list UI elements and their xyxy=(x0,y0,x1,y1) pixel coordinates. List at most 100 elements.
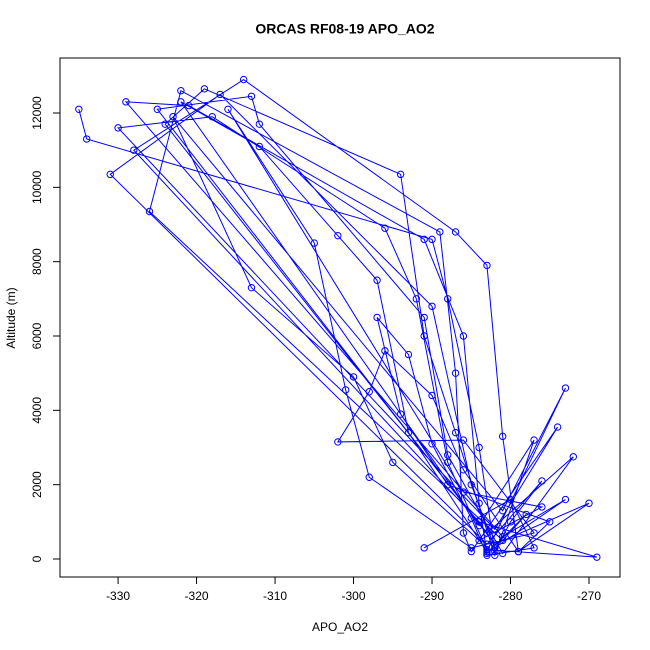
data-point xyxy=(381,224,389,232)
data-point xyxy=(341,386,350,394)
data-point xyxy=(475,499,483,507)
data-point xyxy=(114,124,122,132)
data-point xyxy=(310,239,318,247)
data-point xyxy=(514,547,523,556)
chart-title: ORCAS RF08-19 APO_AO2 xyxy=(255,21,434,37)
data-point xyxy=(459,332,468,340)
y-tick-label: 8000 xyxy=(30,248,44,275)
data-point xyxy=(404,350,413,359)
data-point xyxy=(506,518,515,526)
data-point xyxy=(459,436,468,444)
data-point xyxy=(247,92,256,100)
data-point xyxy=(373,276,381,284)
data-point xyxy=(459,466,468,474)
data-point xyxy=(334,231,342,240)
data-point xyxy=(483,547,491,556)
data-point xyxy=(491,544,499,552)
data-point xyxy=(491,551,499,559)
data-point xyxy=(169,113,177,121)
data-point xyxy=(365,473,373,481)
data-point xyxy=(561,384,570,392)
y-tick-label: 4000 xyxy=(30,397,44,424)
data-point xyxy=(161,120,169,128)
data-point xyxy=(498,506,507,515)
data-point xyxy=(428,440,436,448)
data-point xyxy=(475,536,483,545)
y-tick-label: 12000 xyxy=(30,96,44,130)
y-tick-label: 2000 xyxy=(30,471,44,498)
data-point xyxy=(130,146,138,154)
x-tick-label: -300 xyxy=(342,589,366,603)
data-point xyxy=(483,551,491,559)
data-point xyxy=(444,480,452,489)
data-point xyxy=(585,499,593,507)
y-tick-label: 10000 xyxy=(30,170,44,204)
data-point xyxy=(483,261,491,270)
x-tick-label: -320 xyxy=(185,589,209,603)
data-point xyxy=(483,546,491,554)
data-point xyxy=(224,105,232,113)
data-point xyxy=(451,428,460,437)
data-point xyxy=(522,510,530,519)
data-point xyxy=(459,529,468,537)
data-point xyxy=(420,544,428,552)
data-point xyxy=(467,544,475,552)
y-tick-label: 0 xyxy=(30,555,44,562)
data-point xyxy=(459,488,468,496)
data-point xyxy=(467,480,475,489)
data-point xyxy=(498,533,507,541)
data-point xyxy=(396,170,405,179)
data-point xyxy=(404,428,413,437)
data-point xyxy=(122,98,130,106)
data-point xyxy=(216,90,224,99)
data-point xyxy=(467,547,475,556)
data-line xyxy=(78,78,597,558)
x-tick-label: -270 xyxy=(577,589,601,603)
data-point xyxy=(255,120,264,128)
data-point xyxy=(530,544,538,552)
y-axis-label: Altitude (m) xyxy=(4,287,18,348)
data-point xyxy=(451,369,460,377)
data-point xyxy=(373,313,381,322)
data-point xyxy=(75,105,83,113)
data-point xyxy=(365,388,373,396)
data-point xyxy=(444,451,452,459)
data-point xyxy=(553,423,562,431)
data-point xyxy=(506,495,515,504)
data-point xyxy=(412,295,421,303)
data-point xyxy=(475,518,483,526)
data-point xyxy=(569,453,578,461)
data-point xyxy=(451,228,460,236)
data-point xyxy=(491,547,499,556)
data-point xyxy=(247,283,256,292)
data-point xyxy=(561,495,570,504)
data-point xyxy=(177,87,185,95)
data-point xyxy=(239,75,248,84)
data-point xyxy=(491,525,499,533)
data-point xyxy=(467,514,475,522)
data-point xyxy=(483,529,491,537)
data-point xyxy=(475,443,483,452)
data-point xyxy=(82,135,91,143)
data-point xyxy=(389,458,397,467)
x-tick-label: -310 xyxy=(263,589,287,603)
data-point xyxy=(546,518,554,526)
data-point xyxy=(381,347,389,355)
data-point xyxy=(420,332,428,340)
data-point xyxy=(593,553,601,561)
data-point xyxy=(396,410,405,418)
data-point xyxy=(106,170,114,179)
data-point xyxy=(428,302,436,310)
data-point xyxy=(491,540,499,548)
data-point xyxy=(145,207,154,216)
x-axis-label: APO_AO2 xyxy=(312,620,368,634)
data-point xyxy=(420,235,428,244)
data-point xyxy=(153,105,162,113)
data-point xyxy=(538,503,546,511)
data-point xyxy=(255,142,264,151)
data-point xyxy=(538,477,546,485)
data-point xyxy=(349,373,358,381)
data-point xyxy=(428,391,436,400)
data-point xyxy=(444,458,452,467)
data-point xyxy=(498,432,507,441)
